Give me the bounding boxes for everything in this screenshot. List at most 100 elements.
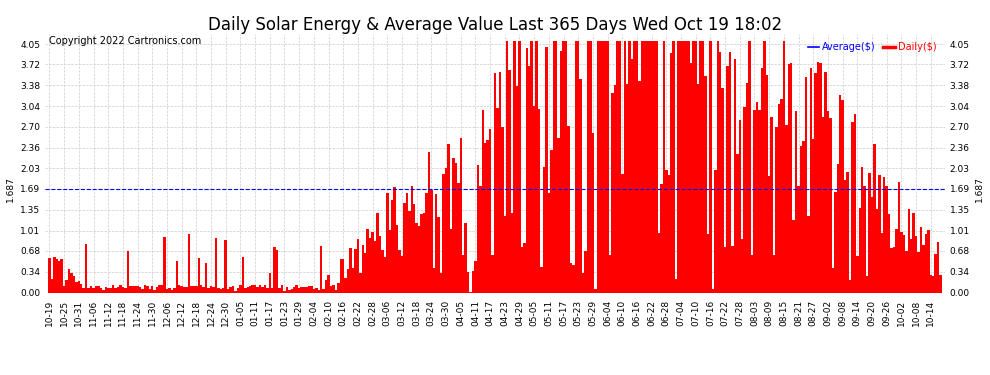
Bar	[729, 52, 732, 292]
Bar	[925, 234, 927, 292]
Bar	[690, 63, 692, 292]
Bar	[53, 257, 55, 292]
Bar	[516, 86, 518, 292]
Bar	[514, 41, 516, 292]
Bar	[97, 286, 100, 292]
Bar	[657, 233, 660, 292]
Bar	[631, 59, 634, 292]
Bar	[577, 41, 579, 292]
Bar	[940, 275, 941, 292]
Bar	[837, 164, 839, 292]
Bar	[474, 261, 476, 292]
Bar	[594, 289, 597, 292]
Bar	[692, 41, 695, 292]
Bar	[205, 263, 207, 292]
Bar	[778, 104, 780, 292]
Bar	[903, 235, 905, 292]
Bar	[900, 232, 903, 292]
Bar	[230, 287, 232, 292]
Bar	[175, 261, 178, 292]
Bar	[538, 109, 541, 292]
Bar	[459, 138, 462, 292]
Bar	[165, 289, 168, 292]
Bar	[552, 41, 555, 292]
Bar	[817, 62, 820, 292]
Bar	[890, 248, 893, 292]
Bar	[100, 288, 102, 292]
Bar	[707, 234, 709, 292]
Bar	[873, 144, 876, 292]
Bar	[719, 52, 722, 292]
Bar	[129, 286, 132, 292]
Bar	[574, 41, 577, 292]
Bar	[619, 41, 621, 292]
Bar	[359, 273, 361, 292]
Bar	[885, 186, 888, 292]
Bar	[220, 289, 222, 292]
Bar	[848, 280, 851, 292]
Bar	[636, 41, 639, 292]
Bar	[95, 286, 97, 292]
Bar	[851, 123, 853, 292]
Bar	[614, 86, 616, 292]
Bar	[258, 285, 261, 292]
Bar	[147, 286, 148, 292]
Bar	[210, 286, 212, 292]
Bar	[202, 287, 205, 292]
Bar	[195, 286, 198, 292]
Bar	[428, 152, 430, 292]
Bar	[697, 84, 699, 292]
Bar	[396, 225, 398, 292]
Bar	[276, 250, 278, 292]
Bar	[440, 273, 443, 292]
Bar	[709, 41, 712, 292]
Bar	[506, 41, 509, 292]
Bar	[788, 64, 790, 292]
Bar	[626, 84, 629, 292]
Bar	[328, 275, 330, 292]
Bar	[87, 288, 90, 292]
Bar	[153, 290, 156, 292]
Bar	[521, 247, 523, 292]
Bar	[655, 41, 657, 292]
Bar	[366, 229, 369, 292]
Bar	[273, 247, 276, 292]
Bar	[634, 41, 636, 292]
Bar	[489, 129, 491, 292]
Bar	[142, 289, 144, 292]
Bar	[543, 167, 545, 292]
Bar	[369, 238, 371, 292]
Bar	[611, 93, 614, 292]
Bar	[253, 285, 256, 292]
Bar	[403, 202, 406, 292]
Bar	[790, 63, 792, 292]
Bar	[805, 77, 807, 292]
Bar	[876, 209, 878, 292]
Bar	[263, 285, 266, 292]
Bar	[472, 272, 474, 292]
Bar	[144, 285, 147, 292]
Bar	[935, 254, 937, 292]
Bar	[256, 287, 258, 292]
Bar	[579, 79, 582, 292]
Bar	[863, 186, 866, 292]
Bar	[464, 223, 467, 292]
Bar	[727, 66, 729, 292]
Bar	[447, 144, 449, 292]
Bar	[569, 263, 572, 292]
Bar	[665, 170, 667, 292]
Bar	[110, 288, 112, 292]
Bar	[193, 286, 195, 292]
Bar	[908, 209, 910, 292]
Bar	[117, 287, 119, 292]
Bar	[895, 230, 898, 292]
Bar	[388, 230, 391, 292]
Bar	[905, 251, 908, 292]
Bar	[75, 282, 77, 292]
Bar	[528, 66, 531, 292]
Bar	[55, 258, 58, 292]
Bar	[401, 256, 403, 292]
Bar	[812, 139, 815, 292]
Bar	[621, 174, 624, 292]
Bar	[77, 281, 80, 292]
